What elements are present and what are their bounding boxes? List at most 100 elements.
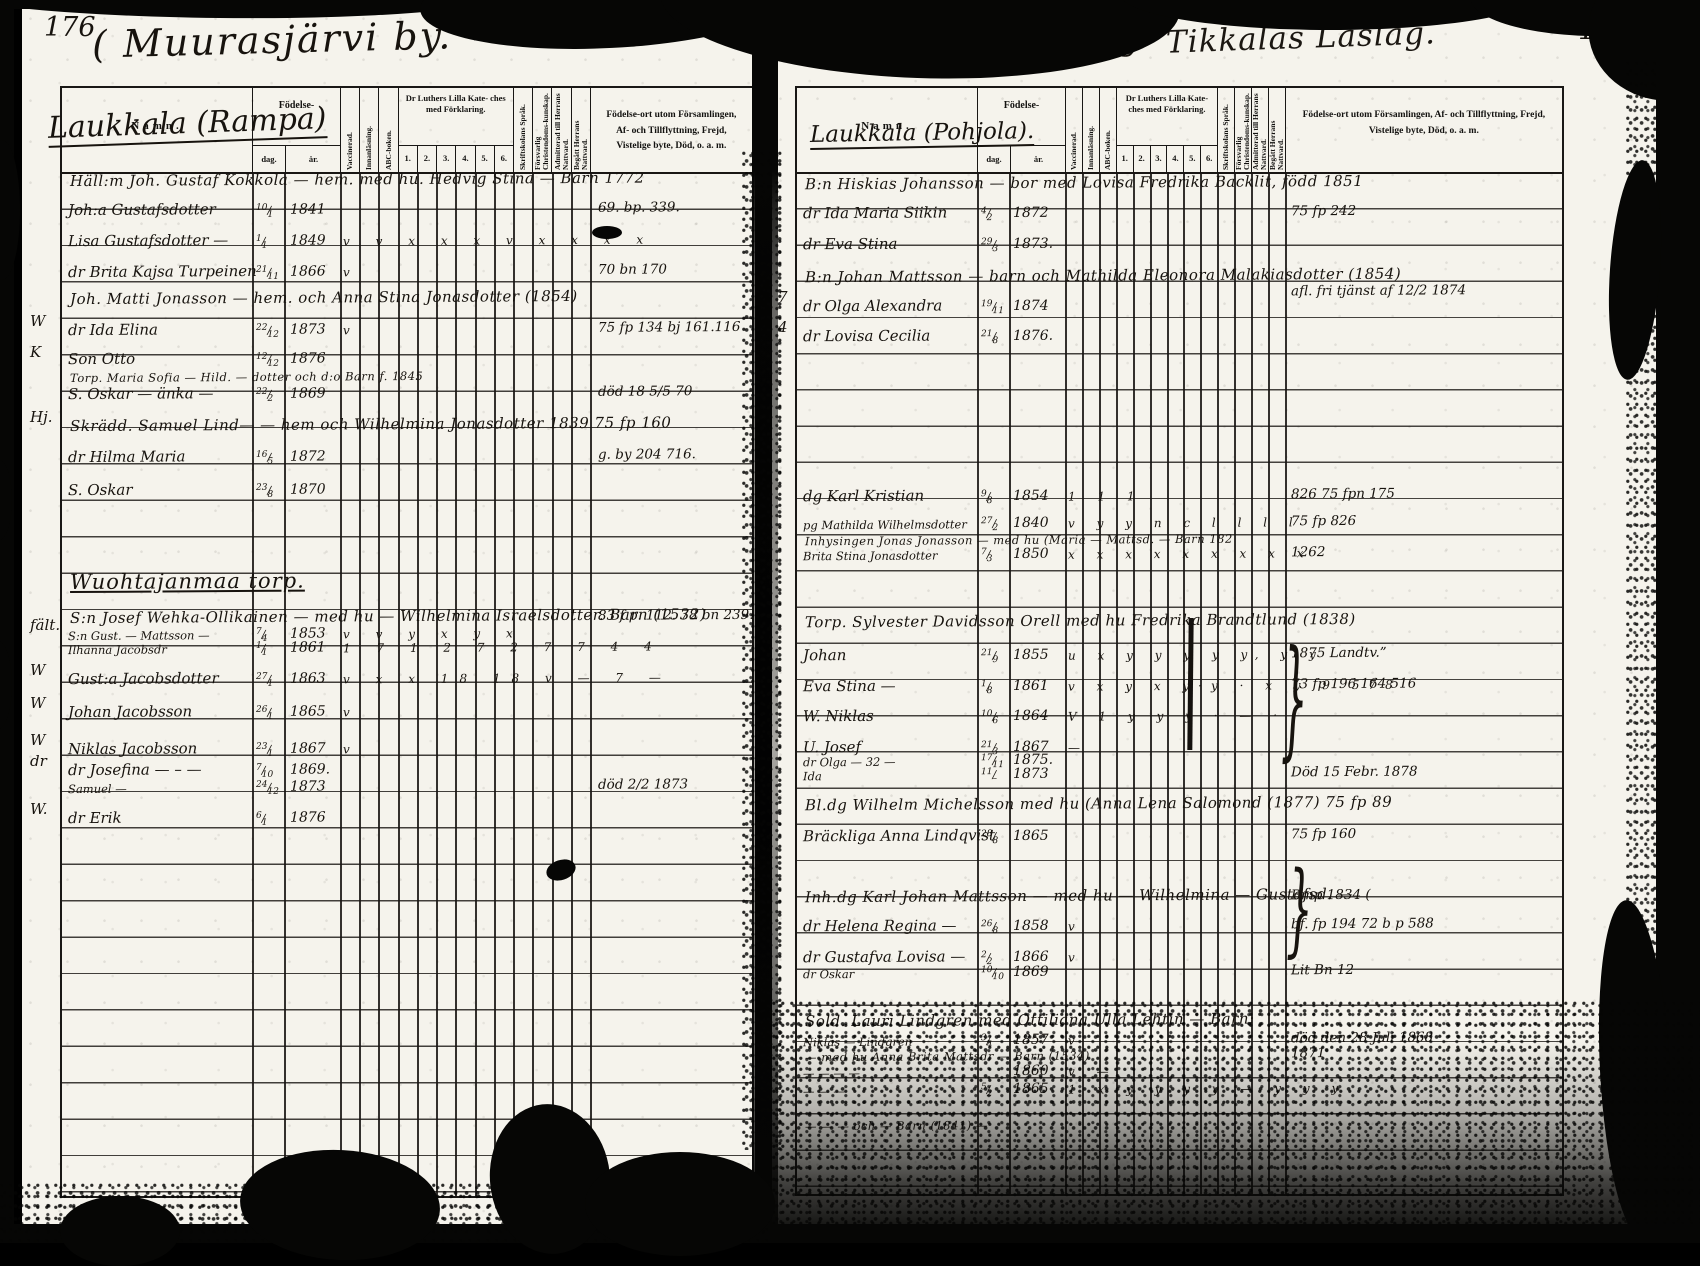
column-header-admitted-communion: Admitterad till Herrans Nattvard. <box>551 88 570 172</box>
ledger-entry: Inh.dg Karl Johan Mattsson — med hu — Wi… <box>804 884 1371 907</box>
ledger-entry: dr Helena Regina —26/8 1858 v bf. fp 194 72… <box>802 915 1434 937</box>
ledger-entry: dr Ida Elina 22/12 1873 v 75 fp 134 bj 161.1… <box>67 318 741 340</box>
catechism-col-6: 6. <box>493 146 513 172</box>
catechism-col-3: 3. <box>436 146 455 172</box>
torn-edge-left <box>0 460 12 540</box>
column-header-confirmation-school: Skriftskolans Språk. <box>1217 88 1234 172</box>
village-heading: ( Muurasjärvi by. <box>91 13 453 67</box>
bottom-ink-blot <box>60 1196 180 1266</box>
catechism-col-5: 5. <box>1183 146 1200 172</box>
page-number: 176 <box>44 12 96 43</box>
column-header-reading: Innanläsning. <box>1081 88 1099 172</box>
column-header-birth: Födelse- dag. år. <box>252 88 340 172</box>
grouping-brace: } <box>1286 850 1313 968</box>
ink-blot <box>592 226 622 239</box>
grid-column-line <box>571 172 573 1196</box>
grid-column-line <box>1285 172 1287 1194</box>
ledger-entry: B:n Hiskias Johansson — bor med Lovisa F… <box>804 172 1364 194</box>
catechism-col-4: 4. <box>455 146 474 172</box>
grid-column-line <box>1133 172 1135 1194</box>
bottom-ink-blot <box>585 1152 775 1256</box>
column-header-notes: Födelse-ort utom Församlingen, Af- och T… <box>1284 88 1562 172</box>
grid-column-line <box>977 172 979 1194</box>
ledger-entry: S. Oskar — änka —22/2 1869 död 18 5/5 70 <box>67 383 693 404</box>
ledger-entry: Lisa Gustafsdotter —1/1 1849 v v x x x v x… <box>67 231 655 251</box>
grid-column-line <box>475 172 477 1196</box>
margin-mark: 4 <box>778 318 788 336</box>
grid-column-line <box>552 172 554 1196</box>
grid-column-line <box>1082 172 1084 1194</box>
torn-edge-left <box>0 640 12 730</box>
margin-mark: W <box>30 661 46 679</box>
margin-mark: W. <box>30 800 48 818</box>
grid-column-line <box>378 172 380 1196</box>
grid-column-line <box>1116 172 1118 1194</box>
ledger-entry: dr Erik 6/1 1876 <box>67 808 326 828</box>
grid-column-line <box>513 172 515 1196</box>
grouping-brace: } <box>1281 622 1308 774</box>
column-header-vaccinated: Vaccinerad. <box>1065 88 1082 172</box>
family-name-heading: Laukkala (Pohjola). <box>809 118 1035 150</box>
torn-edge-left <box>0 0 14 1243</box>
ledger-entry: Joh:a Gustafsdotter 10/1 1841 69. bp. 339. <box>67 199 680 220</box>
grid-column-line <box>1167 172 1169 1194</box>
margin-mark: 7 <box>778 288 788 306</box>
birth-year-header: år. <box>1010 146 1066 172</box>
margin-mark: dr <box>30 752 47 770</box>
birth-day-header: dag. <box>986 154 1002 164</box>
ledger-entry: Bräckliga Anna Lindqvist 28/8 1865 75 fp 16… <box>802 825 1357 847</box>
ledger-entry: dr Ida Maria Siikin 4/2 1872 75 fp 242 <box>802 202 1357 224</box>
ledger-table: Namn. Födelse- dag. år. Vaccinerad. Inna… <box>60 86 754 1198</box>
grid-column-line <box>1234 172 1236 1194</box>
margin-mark: fält. <box>30 616 61 634</box>
column-header-confirmation-school: Skriftskolans Språk. <box>512 88 532 172</box>
ledger-entry: Brita Stina Jonasdotter 7/3 1850 x x x x x … <box>802 544 1326 565</box>
column-header-christian-knowledge: Försvarlig Christendoms-kunskap. <box>532 88 551 172</box>
grid-column-line <box>1009 172 1011 1194</box>
grid-column-line <box>1065 172 1067 1194</box>
column-header-name: Namn. <box>861 120 913 132</box>
grid-column-line <box>1200 172 1202 1194</box>
column-header-reading: Innanläsning. <box>359 88 378 172</box>
ledger-entry: dr Olga Alexandra 19/11 1874 <box>802 296 1049 317</box>
ledger-entry: Gust:a Jacobsdotter 27/1 1863 v x x 18 18 v… <box>67 669 672 689</box>
ledger-entry: Ida 11/–1873 Död 15 Febr. 1878 <box>802 763 1418 785</box>
grid-column-line <box>359 172 361 1196</box>
grid-column-line <box>284 172 286 1196</box>
grid-column-line <box>1251 172 1253 1194</box>
ledger-entry: dr Eva Stina 29/3 1873. <box>802 234 1054 255</box>
column-header-birth: Födelse- dag. år. <box>977 88 1065 172</box>
grid-column-line <box>436 172 438 1196</box>
grid-column-line <box>1268 172 1270 1194</box>
grid-column-line <box>1150 172 1152 1194</box>
ledger-entry: dr Lovisa Cecilia 21/8 1876. <box>802 326 1054 347</box>
ledger-entry: Samuel —24/12 1873 död 2/2 1873 <box>67 776 689 797</box>
column-header-christian-knowledge: Försvarlig Christendoms-kunskap. <box>1234 88 1251 172</box>
margin-mark: W <box>30 694 46 712</box>
catechism-col-1: 1. <box>1121 153 1128 163</box>
catechism-col-4: 4. <box>1166 146 1183 172</box>
column-header-abc-book: ABC-boken. <box>378 88 397 172</box>
catechism-col-2: 2. <box>1132 146 1150 172</box>
torn-edge-left <box>0 140 20 280</box>
column-header-admitted-communion: Admitterad till Herrans Nattvard. <box>1250 88 1268 172</box>
column-header-catechism: Dr Luthers Lilla Kate- ches med Förklari… <box>1115 88 1218 172</box>
column-header-catechism: Dr Luthers Lilla Kate- ches med Förklari… <box>397 88 513 172</box>
section-heading: Wuohtajanmaa torp. <box>69 568 305 595</box>
column-header-abc-book: ABC-boken. <box>1098 88 1116 172</box>
ledger-entry: Bl.dg Wilhelm Michelsson med hu (Anna Le… <box>804 792 1393 815</box>
catechism-col-3: 3. <box>1149 146 1167 172</box>
catechism-header-label: Dr Luthers Lilla Kate- ches med Förklari… <box>405 93 506 115</box>
ledger-entry: dr Oskar 10/10 1869 Lit Bn 12 <box>802 961 1355 983</box>
column-header-taken-communion: Begått Herrans Nattvard. <box>570 88 590 172</box>
ledger-entry: Häll:m Joh. Gustaf Kokkola — hem. med hu… <box>69 172 645 191</box>
grid-column-line <box>494 172 496 1196</box>
ledger-entry: Johan 21/9 1855 u x y y y y y, y y 1875 Land… <box>802 644 1387 666</box>
grid-column-line <box>590 172 592 1196</box>
ledger-entry: Joh. Matti Jonasson — hem. och Anna Stin… <box>69 286 578 309</box>
column-header-taken-communion: Begått Herrans Nattvard. <box>1267 88 1285 172</box>
ledger-entry: W. Niklas 10/6 1864 V 1 y y y · — · <box>802 706 1287 727</box>
birth-year-header: år. <box>285 146 341 172</box>
catechism-col-1: 1. <box>404 153 411 163</box>
